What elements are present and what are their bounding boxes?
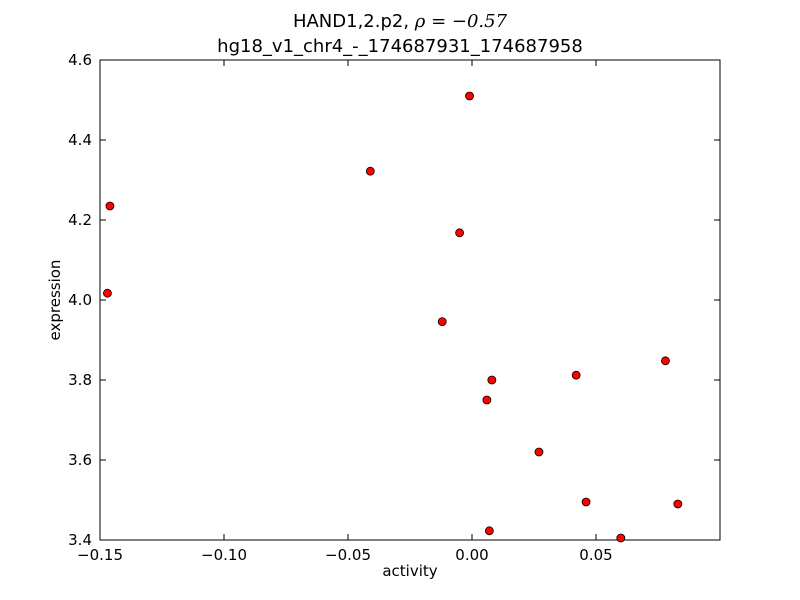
chart-subtitle: hg18_v1_chr4_-_174687931_174687958: [217, 36, 583, 57]
data-point: [365, 166, 375, 176]
y-tick-label: 4.0: [68, 291, 92, 309]
x-tick-label: 0.05: [579, 546, 612, 564]
y-tick-label: 4.4: [68, 131, 92, 149]
y-tick-label: 3.8: [68, 371, 92, 389]
data-point: [487, 375, 497, 385]
x-tick-label: −0.15: [77, 546, 123, 564]
chart-title-rho: ρ = −0.57: [414, 11, 508, 32]
y-tick-label: 3.4: [68, 531, 92, 549]
data-point: [661, 356, 670, 366]
data-point: [484, 526, 494, 536]
y-tick-label: 3.6: [68, 451, 92, 469]
x-ticks: −0.15 −0.10 −0.05 0.00 0.05: [77, 60, 613, 564]
data-point: [534, 447, 544, 457]
data-point: [105, 201, 115, 211]
y-axis-label: expression: [46, 260, 64, 341]
data-point: [103, 288, 112, 298]
data-point: [581, 497, 591, 507]
x-tick-label: −0.05: [325, 546, 371, 564]
y-tick-label: 4.2: [68, 211, 92, 229]
y-ticks: 3.4 3.6 3.8 4.0 4.2 4.4 4.6: [68, 51, 720, 549]
x-tick-label: 0.00: [455, 546, 488, 564]
chart-title-gene: HAND1,2.p2,: [292, 11, 415, 32]
data-point: [437, 317, 447, 327]
data-point: [465, 91, 474, 101]
data-point: [673, 499, 683, 509]
data-point: [616, 533, 626, 543]
plot-area: [99, 59, 721, 541]
chart-title: HAND1,2.p2, ρ = −0.57: [0, 11, 800, 32]
x-tick-label: −0.10: [201, 546, 247, 564]
data-point: [571, 370, 581, 380]
y-tick-label: 4.6: [68, 51, 92, 69]
data-points: [103, 91, 683, 543]
data-point: [482, 395, 492, 405]
data-point: [455, 228, 465, 238]
x-axis-label: activity: [382, 562, 437, 580]
